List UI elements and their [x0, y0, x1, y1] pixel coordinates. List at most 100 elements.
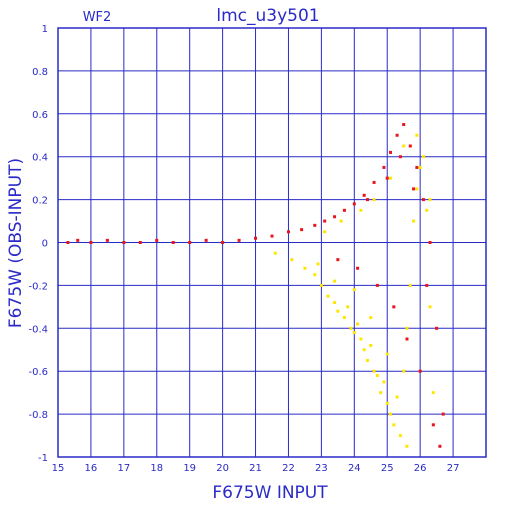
data-point: [155, 238, 159, 242]
data-point: [382, 380, 386, 384]
x-tick-label: 20: [216, 463, 229, 474]
data-point: [188, 241, 192, 244]
data-point: [408, 283, 412, 287]
data-point: [254, 236, 258, 240]
y-tick-label: -0.6: [28, 367, 48, 378]
data-point: [105, 238, 109, 242]
data-point: [372, 180, 376, 184]
data-point: [398, 434, 402, 438]
data-point: [385, 176, 389, 180]
y-tick-label: -1: [38, 453, 48, 464]
data-point: [316, 262, 320, 266]
data-point: [418, 369, 422, 373]
x-tick-label: 27: [447, 463, 460, 474]
y-axis-label: F675W (OBS-INPUT): [6, 158, 26, 328]
data-point: [362, 348, 366, 352]
data-point: [369, 343, 373, 347]
data-point: [66, 241, 70, 244]
data-point: [389, 412, 393, 416]
data-point: [392, 305, 396, 309]
y-tick-label: 0.6: [32, 110, 48, 121]
data-point: [356, 322, 360, 326]
data-point: [395, 133, 399, 137]
data-point: [418, 165, 422, 169]
data-point: [431, 423, 435, 427]
x-tick-label: 21: [249, 463, 262, 474]
data-point: [286, 230, 290, 234]
data-point: [333, 279, 337, 283]
plot-frame: [57, 27, 487, 458]
data-point: [435, 326, 439, 330]
data-point: [359, 208, 363, 212]
plot-border: [57, 27, 487, 458]
data-point: [405, 337, 409, 341]
data-point: [372, 198, 376, 202]
data-point: [431, 391, 435, 395]
data-point: [405, 444, 409, 448]
data-point: [333, 215, 337, 219]
data-point: [421, 155, 425, 159]
data-point: [323, 219, 327, 223]
data-point: [375, 373, 379, 377]
data-point: [385, 352, 389, 356]
data-point: [405, 326, 409, 330]
data-point: [398, 155, 402, 159]
data-point: [395, 395, 399, 399]
y-tick-label: 0.2: [32, 196, 48, 207]
data-point: [372, 369, 376, 373]
data-point: [365, 198, 369, 202]
data-point: [402, 369, 406, 373]
data-point: [349, 326, 353, 330]
x-axis-label: F675W INPUT: [212, 483, 328, 503]
data-point: [356, 266, 360, 270]
data-points: [66, 123, 445, 448]
data-point: [270, 234, 274, 238]
data-point: [221, 241, 225, 244]
data-point: [290, 258, 294, 262]
x-tick-label: 19: [183, 463, 196, 474]
data-point: [300, 228, 304, 232]
data-point: [389, 176, 393, 180]
data-point: [122, 241, 126, 244]
x-tick-label: 26: [414, 463, 427, 474]
data-point: [382, 165, 386, 169]
data-point: [323, 230, 327, 234]
x-tick-label: 18: [150, 463, 163, 474]
x-tick-label: 23: [315, 463, 328, 474]
data-point: [303, 266, 307, 270]
data-point: [375, 283, 379, 287]
x-tick-label: 16: [85, 463, 98, 474]
data-point: [369, 316, 373, 320]
y-tick-label: 1: [42, 24, 48, 35]
data-point: [389, 150, 393, 154]
data-point: [365, 358, 369, 362]
y-tick-label: -0.2: [28, 281, 48, 292]
data-point: [319, 283, 323, 287]
data-point: [333, 301, 337, 305]
data-point: [412, 187, 416, 191]
data-point: [204, 238, 208, 242]
data-point: [352, 288, 356, 292]
x-tick-label: 24: [348, 463, 361, 474]
data-point: [415, 187, 419, 191]
data-point: [326, 294, 330, 298]
data-point: [171, 241, 175, 244]
data-point: [385, 401, 389, 405]
x-tick-labels: 15 16 17 18 19 20 21 22 23 24 25 26 27: [52, 463, 460, 474]
y-tick-labels: -1 -0.8 -0.6 -0.4 -0.2 0 0.2 0.4 0.6 0.8 1: [28, 24, 48, 464]
data-point: [408, 144, 412, 148]
data-point: [392, 423, 396, 427]
data-point: [346, 305, 350, 309]
data-point: [402, 144, 406, 148]
data-point: [336, 258, 340, 262]
data-point: [415, 165, 419, 169]
data-point: [313, 273, 317, 277]
data-point: [273, 251, 277, 255]
data-point: [359, 337, 363, 341]
data-point: [352, 202, 356, 206]
data-point: [428, 241, 432, 244]
data-point: [342, 208, 346, 212]
x-tick-label: 25: [381, 463, 394, 474]
panel-label: WF2: [83, 10, 112, 25]
